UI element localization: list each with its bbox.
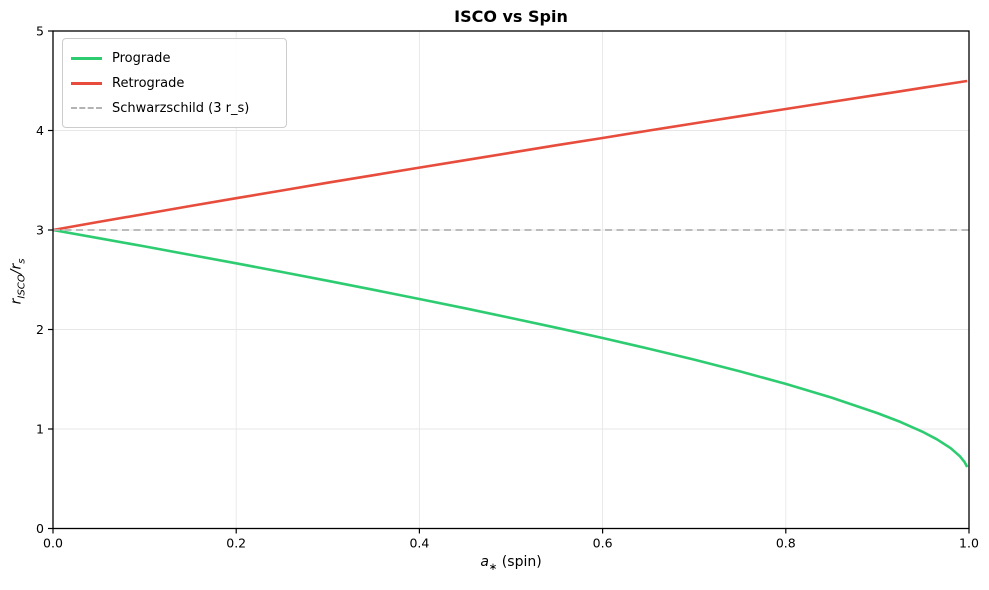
x-tick-label: 0.6 (593, 536, 613, 551)
schwarzschild-line-swatch (71, 107, 102, 109)
legend-entry-prograde: Prograde (71, 46, 276, 70)
legend: Prograde Retrograde Schwarzschild (3 r_s… (62, 38, 287, 128)
x-tick-label: 0.0 (43, 536, 63, 551)
x-label-rest: (spin) (497, 554, 542, 570)
legend-label-schwarzschild: Schwarzschild (3 r_s) (112, 100, 250, 116)
legend-label-prograde: Prograde (112, 50, 171, 66)
y-tick-label: 2 (36, 322, 44, 337)
legend-entry-retrograde: Retrograde (71, 71, 276, 95)
y-label-mid: /r (8, 263, 25, 275)
y-tick-label: 3 (36, 223, 44, 238)
axes-spines (52, 30, 970, 530)
y-label-sub-isco: ISCO (16, 274, 28, 299)
y-label-sub-s: s (16, 258, 28, 264)
y-axis-label: rISCO/rs (9, 201, 28, 361)
x-tick-label: 0.8 (776, 536, 796, 551)
chart-title: ISCO vs Spin (454, 7, 568, 26)
x-axis-label: a∗ (spin) (53, 554, 969, 573)
y-tick-label: 1 (36, 422, 44, 437)
y-tick-label: 4 (36, 123, 44, 138)
x-tick-label: 1.0 (959, 536, 979, 551)
x-tick-label: 0.4 (409, 536, 429, 551)
x-label-sub: ∗ (488, 561, 498, 573)
y-tick-label: 0 (36, 521, 44, 536)
chart-line-prograde (52, 228, 969, 468)
y-tick-label: 5 (36, 24, 44, 39)
chart-line-retrograde (52, 79, 968, 232)
y-label-var: r (8, 298, 25, 305)
legend-label-retrograde: Retrograde (112, 75, 185, 91)
x-tick-label: 0.2 (226, 536, 246, 551)
legend-entry-schwarzschild: Schwarzschild (3 r_s) (71, 96, 276, 120)
prograde-line-swatch (71, 56, 102, 60)
x-label-var: a (480, 554, 489, 570)
retrograde-line-swatch (71, 81, 102, 85)
